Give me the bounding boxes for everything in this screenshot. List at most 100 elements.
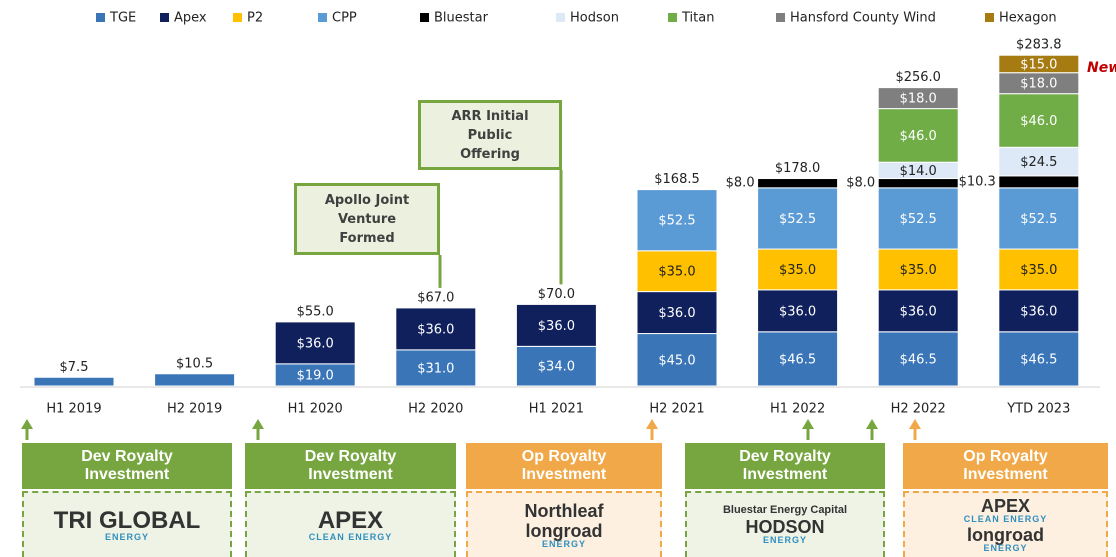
event-logos: APEX CLEAN ENERGY — [245, 491, 456, 557]
logo-name: Bluestar Energy Capital — [722, 504, 848, 516]
bar-segment — [998, 187, 1080, 250]
legend-swatch — [556, 13, 565, 22]
bar-segment — [636, 333, 718, 387]
bar-segment — [757, 187, 839, 250]
value-label: $46.5 — [779, 352, 816, 367]
chart-svg: TGE Apex P2 CPP Bluestar Hodson Titan Hansford … — [20, 11, 1100, 440]
event-logos: TRI GLOBAL ENERGY — [22, 491, 232, 557]
total-label: $168.5 — [654, 172, 700, 187]
value-label: $18.0 — [1020, 77, 1057, 92]
logo-name: longroad — [967, 525, 1044, 545]
legend-swatch — [160, 13, 169, 22]
x-tick-label: H2 2020 — [408, 402, 463, 417]
logo-sub: ENERGY — [762, 535, 807, 545]
total-label: $178.0 — [775, 161, 821, 176]
bar-segment — [877, 248, 959, 291]
x-tick-label: H2 2022 — [891, 402, 946, 417]
value-label: $18.0 — [900, 92, 937, 107]
value-label: $36.0 — [900, 304, 937, 319]
value-label: $31.0 — [417, 361, 454, 376]
value-label: $36.0 — [779, 304, 816, 319]
bar-segment — [515, 345, 597, 387]
bar-segment — [877, 108, 959, 163]
bar-segment — [998, 146, 1080, 177]
x-tick-label: H1 2020 — [288, 402, 343, 417]
value-label: $8.0 — [846, 176, 875, 191]
legend-swatch — [985, 13, 994, 22]
logo-sub: CLEAN ENERGY — [963, 514, 1048, 524]
event-title: Op Royalty Investment — [466, 443, 662, 489]
legend-label: Hodson — [570, 11, 619, 26]
x-tick-label: H2 2019 — [167, 402, 222, 417]
bar-segment — [274, 321, 356, 365]
bar-segment — [998, 54, 1080, 74]
x-tick-label: H1 2022 — [770, 402, 825, 417]
legend-swatch — [420, 13, 429, 22]
event-panel: Op Royalty Investment Northleaf longroad EN… — [466, 443, 662, 557]
logo-name: Northleaf — [524, 500, 604, 521]
total-label: $70.0 — [538, 287, 575, 302]
logo-sub: ENERGY — [983, 543, 1028, 553]
logo-sub: CLEAN ENERGY — [308, 531, 393, 542]
logo: Bluestar Energy Capital — [723, 505, 847, 516]
value-label: $35.0 — [658, 265, 695, 280]
legend-label: Apex — [174, 11, 207, 26]
event-logos: Northleaf longroad ENERGY — [466, 491, 662, 557]
legend-swatch — [233, 13, 242, 22]
value-label: $15.0 — [1020, 57, 1057, 72]
x-tick-label: H2 2021 — [649, 402, 704, 417]
bar-segment — [877, 187, 959, 250]
total-label: $10.5 — [176, 356, 213, 371]
bar-segment — [757, 248, 839, 291]
legend-swatch — [96, 13, 105, 22]
logo-sub: ENERGY — [541, 538, 586, 549]
value-label: $52.5 — [900, 212, 937, 227]
value-label: $19.0 — [297, 368, 334, 383]
logo: APEX CLEAN ENERGY — [964, 497, 1048, 524]
bar-segment — [395, 349, 477, 387]
value-label: $36.0 — [297, 336, 334, 351]
legend-swatch — [318, 13, 327, 22]
value-label: $46.5 — [1020, 352, 1057, 367]
bar-segment — [636, 189, 718, 252]
bar-segment — [877, 178, 959, 189]
bar-segment — [636, 250, 718, 293]
event-logos: APEX CLEAN ENERGY longroad ENERGY — [903, 491, 1108, 557]
legend-label: TGE — [109, 11, 136, 26]
value-label: $36.0 — [658, 306, 695, 321]
bar-segment — [33, 376, 115, 387]
logo: TRI GLOBAL ENERGY — [53, 506, 201, 542]
new-label: New — [1087, 60, 1116, 76]
event-arrowhead — [646, 419, 658, 429]
bar-segment — [757, 289, 839, 333]
value-label: $46.0 — [1020, 114, 1057, 129]
value-label: $52.5 — [658, 214, 695, 229]
logo-name: HODSON — [745, 517, 825, 537]
legend-label: Hansford County Wind — [790, 11, 936, 26]
event-title: Op Royalty Investment — [903, 443, 1108, 489]
event-arrowhead — [252, 419, 264, 429]
event-title: Dev Royalty Investment — [245, 443, 456, 489]
value-label: $36.0 — [417, 322, 454, 337]
total-label: $283.8 — [1016, 38, 1062, 53]
bar-segment — [998, 289, 1080, 333]
legend-label: Titan — [681, 11, 714, 26]
value-label: $46.5 — [900, 352, 937, 367]
annotation-box: ARR Initial Public Offering — [418, 100, 562, 170]
event-panel: Dev Royalty Investment TRI GLOBAL ENERGY — [22, 443, 232, 557]
event-title: Dev Royalty Investment — [685, 443, 885, 489]
legend-label: Hexagon — [999, 11, 1057, 26]
event-arrowhead — [909, 419, 921, 429]
bar-segment — [877, 289, 959, 333]
value-label: $35.0 — [779, 263, 816, 278]
event-panel: Dev Royalty Investment APEX CLEAN ENERGY — [245, 443, 456, 557]
x-tick-label: H1 2021 — [529, 402, 584, 417]
bar-segment — [395, 307, 477, 351]
logo: HODSON ENERGY — [745, 518, 824, 545]
value-label: $10.3 — [959, 174, 996, 189]
value-label: $34.0 — [538, 360, 575, 375]
legend-label: Bluestar — [434, 11, 489, 26]
logo-name: TRI GLOBAL — [53, 506, 201, 534]
event-logos: Bluestar Energy Capital HODSON ENERGY — [685, 491, 885, 557]
value-label: $35.0 — [900, 263, 937, 278]
